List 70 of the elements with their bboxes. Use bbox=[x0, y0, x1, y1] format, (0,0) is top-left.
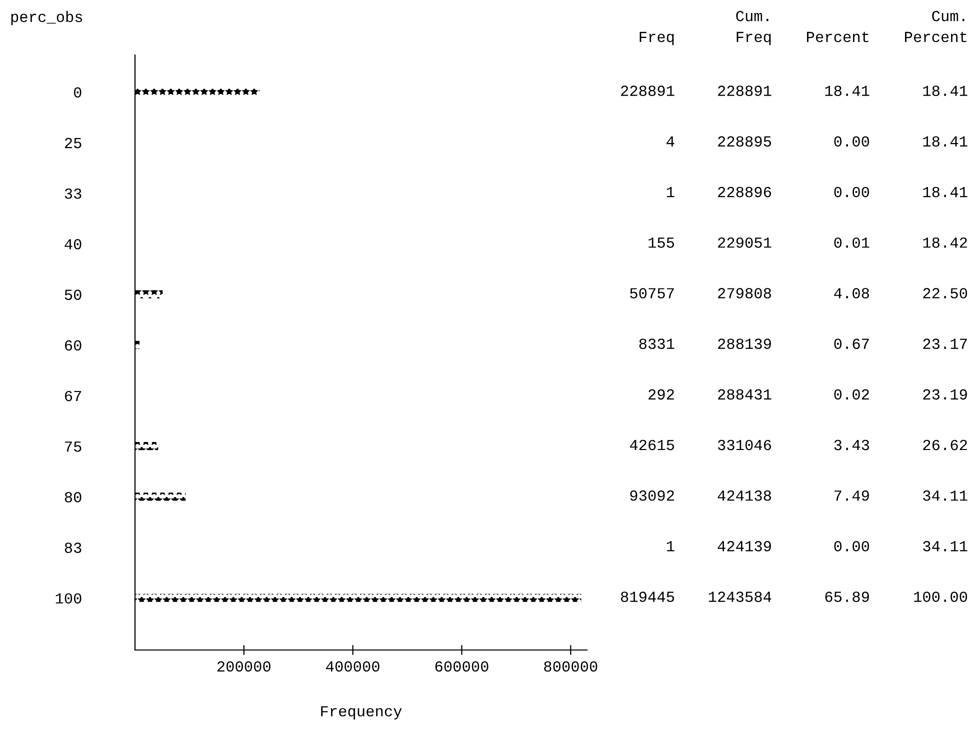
bar bbox=[135, 290, 163, 298]
bar bbox=[135, 594, 582, 602]
text: 65.89 bbox=[825, 592, 869, 602]
y-tick-label: 40 bbox=[64, 239, 82, 250]
text: 7.49 bbox=[834, 490, 869, 501]
text: 424138 bbox=[718, 490, 771, 501]
text: 22.50 bbox=[923, 288, 968, 298]
data-label: 292 bbox=[648, 389, 674, 400]
bar bbox=[135, 88, 260, 96]
y-tick-label: 0 bbox=[74, 87, 82, 98]
text: Percent bbox=[807, 32, 868, 42]
y-tick-label: 60 bbox=[65, 340, 82, 351]
data-label: 819445 bbox=[620, 592, 674, 602]
text: Cum. Freq bbox=[736, 10, 771, 46]
text: 1243584 bbox=[708, 592, 772, 602]
text: 18.41 bbox=[923, 86, 968, 96]
text: 331046 bbox=[718, 440, 771, 450]
text: 18.41 bbox=[825, 86, 870, 96]
data-label: 4 bbox=[666, 136, 674, 146]
y-tick-label: 33 bbox=[64, 188, 82, 199]
text: 4.08 bbox=[834, 288, 869, 298]
bar bbox=[135, 492, 186, 501]
text: 0.00 bbox=[834, 541, 870, 552]
data-label: 1 bbox=[666, 541, 674, 552]
text: 0.00 bbox=[834, 136, 870, 147]
text: 18.41 bbox=[923, 136, 968, 147]
text: 26.62 bbox=[923, 440, 967, 450]
x-axis-title: Frequency bbox=[321, 706, 402, 720]
text: 18.41 bbox=[923, 186, 968, 198]
data-label: 8331 bbox=[639, 338, 674, 350]
text: 100.00 bbox=[914, 592, 968, 602]
y-tick-label: 50 bbox=[64, 290, 82, 300]
text: 288139 bbox=[718, 338, 771, 350]
y-tick-label: 100 bbox=[56, 593, 82, 604]
text: 23.17 bbox=[923, 338, 967, 350]
data-label: 50757 bbox=[630, 288, 674, 298]
text: 228896 bbox=[718, 186, 771, 198]
y-axis-title: perc_obs bbox=[11, 10, 82, 26]
data-label: 93092 bbox=[630, 490, 674, 501]
text: Freq bbox=[640, 32, 674, 46]
text: 0.01 bbox=[834, 237, 870, 248]
text: 0.67 bbox=[834, 338, 869, 350]
y-tick-label: 80 bbox=[64, 492, 82, 502]
text: 3.43 bbox=[834, 440, 870, 450]
text: 0.00 bbox=[834, 186, 870, 198]
y-tick-label: 67 bbox=[65, 390, 82, 402]
text: 34.11 bbox=[923, 541, 968, 552]
text: 424139 bbox=[718, 541, 771, 552]
text: 229051 bbox=[718, 237, 772, 248]
text: 228891 bbox=[718, 86, 772, 96]
data-label: 228891 bbox=[621, 86, 674, 96]
text: Cum. Percent bbox=[905, 10, 966, 42]
x-tick-label: 400000 bbox=[326, 661, 380, 672]
text: 34.11 bbox=[923, 490, 968, 501]
x-tick-label: 600000 bbox=[435, 661, 488, 672]
data-label: 42615 bbox=[630, 440, 674, 450]
y-tick-label: 83 bbox=[64, 542, 82, 553]
x-tick-label: 200000 bbox=[217, 661, 270, 672]
x-tick-label: 800000 bbox=[544, 661, 598, 672]
text: 288431 bbox=[718, 389, 772, 400]
text: 228895 bbox=[718, 136, 772, 147]
text: 279808 bbox=[718, 288, 771, 298]
data-label: 155 bbox=[648, 238, 674, 248]
bar bbox=[135, 442, 158, 450]
y-tick-label: 25 bbox=[64, 138, 82, 148]
text: 18.42 bbox=[923, 237, 967, 248]
text: 0.02 bbox=[834, 389, 869, 400]
text: 23.19 bbox=[923, 389, 967, 400]
y-tick-label: 75 bbox=[65, 442, 82, 452]
data-label: 1 bbox=[666, 187, 674, 198]
